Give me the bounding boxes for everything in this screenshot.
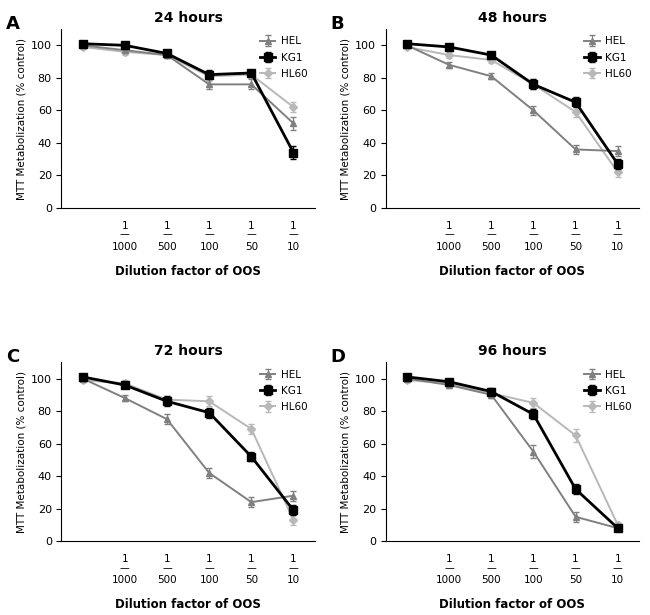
Text: 1: 1 [206,221,213,231]
Y-axis label: MTT Metabolization (% control): MTT Metabolization (% control) [341,371,351,533]
Text: 1: 1 [530,554,537,564]
Text: Dilution factor of OOS: Dilution factor of OOS [439,265,585,279]
Y-axis label: MTT Metabolization (% control): MTT Metabolization (% control) [17,38,27,199]
Text: 500: 500 [482,242,501,252]
Text: —: — [613,563,623,573]
Y-axis label: MTT Metabolization (% control): MTT Metabolization (% control) [17,371,27,533]
Text: 500: 500 [157,242,177,252]
Text: —: — [486,563,496,573]
Text: 1: 1 [446,554,452,564]
Text: Dilution factor of OOS: Dilution factor of OOS [115,598,261,611]
Text: 1000: 1000 [436,242,462,252]
Legend: HEL, KG1, HL60: HEL, KG1, HL60 [582,367,634,414]
Text: 50: 50 [569,575,582,585]
Text: 1: 1 [122,221,128,231]
Text: —: — [120,229,129,239]
Text: 10: 10 [287,242,300,252]
Text: —: — [289,229,298,239]
Text: —: — [528,229,538,239]
Text: 100: 100 [524,575,543,585]
Text: 10: 10 [287,575,300,585]
Text: 1: 1 [614,554,621,564]
Text: —: — [289,563,298,573]
Text: —: — [162,563,172,573]
Text: 10: 10 [611,242,625,252]
Text: D: D [330,348,345,366]
Text: 100: 100 [200,242,219,252]
Text: —: — [571,229,580,239]
Text: 1: 1 [248,554,255,564]
Text: Dilution factor of OOS: Dilution factor of OOS [115,265,261,279]
Text: —: — [613,229,623,239]
Text: 1: 1 [572,221,579,231]
Title: 24 hours: 24 hours [153,11,222,25]
Text: B: B [330,15,344,33]
Text: 1: 1 [164,221,170,231]
Text: 1000: 1000 [436,575,462,585]
Text: —: — [571,563,580,573]
Text: 1: 1 [488,221,495,231]
Text: —: — [486,229,496,239]
Text: —: — [204,229,214,239]
Text: —: — [246,563,256,573]
Text: 1: 1 [122,554,128,564]
Text: 1: 1 [206,554,213,564]
Text: 1000: 1000 [112,575,138,585]
Text: A: A [6,15,20,33]
Title: 96 hours: 96 hours [478,344,547,359]
Legend: HEL, KG1, HL60: HEL, KG1, HL60 [258,34,309,81]
Text: 50: 50 [245,575,258,585]
Text: 1: 1 [530,221,537,231]
Text: 1: 1 [248,221,255,231]
Text: 1: 1 [164,554,170,564]
Text: 1: 1 [488,554,495,564]
Text: —: — [444,229,454,239]
Text: —: — [120,563,129,573]
Text: —: — [162,229,172,239]
Title: 72 hours: 72 hours [153,344,222,359]
Text: 50: 50 [569,242,582,252]
Y-axis label: MTT Metabolization (% control): MTT Metabolization (% control) [341,38,351,199]
Legend: HEL, KG1, HL60: HEL, KG1, HL60 [258,367,309,414]
Text: 500: 500 [482,575,501,585]
Text: 1: 1 [572,554,579,564]
Text: C: C [6,348,19,366]
Text: —: — [204,563,214,573]
Legend: HEL, KG1, HL60: HEL, KG1, HL60 [582,34,634,81]
Text: 1: 1 [614,221,621,231]
Text: 500: 500 [157,575,177,585]
Text: 100: 100 [524,242,543,252]
Text: Dilution factor of OOS: Dilution factor of OOS [439,598,585,611]
Title: 48 hours: 48 hours [478,11,547,25]
Text: 50: 50 [245,242,258,252]
Text: —: — [246,229,256,239]
Text: 1000: 1000 [112,242,138,252]
Text: 1: 1 [290,554,297,564]
Text: —: — [444,563,454,573]
Text: 10: 10 [611,575,625,585]
Text: 1: 1 [290,221,297,231]
Text: 100: 100 [200,575,219,585]
Text: 1: 1 [446,221,452,231]
Text: —: — [528,563,538,573]
